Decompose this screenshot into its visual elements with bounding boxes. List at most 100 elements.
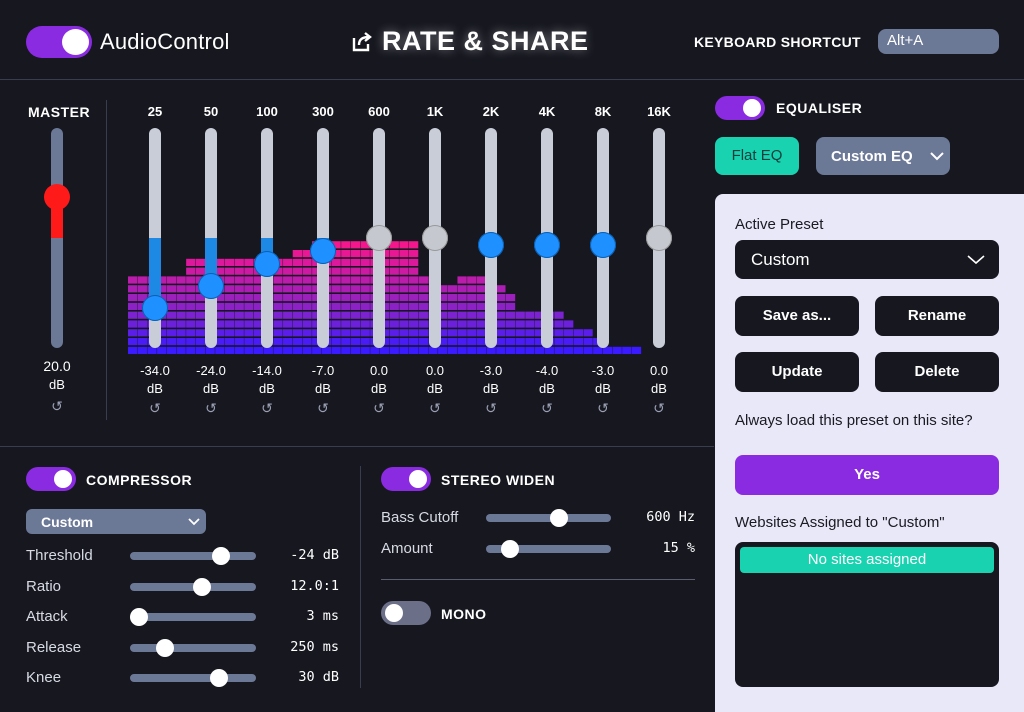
spectrum-segment bbox=[467, 276, 477, 284]
eq-band-thumb[interactable] bbox=[254, 251, 280, 278]
spectrum-segment bbox=[409, 346, 419, 354]
eq-band-reset-icon[interactable]: ↺ bbox=[485, 400, 497, 416]
spectrum-segment bbox=[215, 258, 225, 266]
eq-band-thumb[interactable] bbox=[142, 295, 168, 322]
spectrum-segment bbox=[389, 267, 399, 275]
param-value: 250 ms bbox=[290, 638, 339, 655]
eq-band-reset-icon[interactable]: ↺ bbox=[317, 400, 329, 416]
master-slider[interactable] bbox=[44, 128, 70, 348]
save-as-button[interactable]: Save as... bbox=[735, 296, 859, 336]
spectrum-segment bbox=[166, 329, 177, 337]
spectrum-segment bbox=[350, 250, 361, 258]
spectrum-segment bbox=[292, 329, 303, 337]
param-slider-thumb[interactable] bbox=[192, 577, 211, 596]
param-slider[interactable] bbox=[129, 608, 256, 626]
spectrum-segment bbox=[195, 346, 206, 354]
spectrum-segment bbox=[554, 338, 564, 346]
stereo-widen-toggle[interactable] bbox=[381, 467, 431, 491]
eq-band-reset-icon[interactable]: ↺ bbox=[149, 400, 161, 416]
eq-band-slider[interactable] bbox=[254, 128, 280, 348]
eq-band-reset-icon[interactable]: ↺ bbox=[261, 400, 273, 416]
param-slider-thumb[interactable] bbox=[210, 669, 229, 687]
spectrum-segment bbox=[244, 285, 254, 293]
flat-eq-button[interactable]: Flat EQ bbox=[715, 137, 799, 175]
spectrum-segment bbox=[496, 329, 506, 337]
eq-band-reset-icon[interactable]: ↺ bbox=[653, 400, 665, 416]
param-slider-thumb[interactable] bbox=[549, 509, 568, 527]
yes-button[interactable]: Yes bbox=[735, 455, 999, 495]
spectrum-segment bbox=[525, 320, 535, 328]
eq-band-thumb[interactable] bbox=[422, 225, 448, 251]
toggle-knob bbox=[409, 470, 427, 488]
eq-band-slider[interactable] bbox=[198, 128, 224, 348]
active-preset-select[interactable]: Custom bbox=[735, 240, 999, 279]
param-slider[interactable] bbox=[486, 509, 611, 527]
spectrum-segment bbox=[157, 329, 167, 337]
param-slider-thumb[interactable] bbox=[211, 547, 230, 565]
param-slider[interactable] bbox=[130, 638, 256, 657]
param-slider[interactable] bbox=[130, 669, 256, 687]
eq-band-thumb[interactable] bbox=[590, 231, 616, 258]
eq-band-reset-icon[interactable]: ↺ bbox=[541, 400, 553, 416]
power-toggle[interactable] bbox=[26, 26, 92, 58]
spectrum-segment bbox=[457, 302, 467, 310]
eq-band-value: -24.0 bbox=[196, 363, 226, 378]
eq-band-reset-icon[interactable]: ↺ bbox=[429, 400, 441, 416]
spectrum-segment bbox=[350, 258, 361, 266]
eq-band-thumb[interactable] bbox=[310, 238, 336, 265]
spectrum-segment bbox=[215, 320, 225, 328]
eq-band-reset-icon[interactable]: ↺ bbox=[373, 400, 385, 416]
eq-band-slider[interactable] bbox=[366, 128, 392, 348]
param-slider[interactable] bbox=[130, 577, 256, 596]
eq-band-reset-icon[interactable]: ↺ bbox=[205, 400, 217, 416]
compressor-toggle[interactable] bbox=[26, 467, 76, 491]
custom-eq-select[interactable]: Custom EQ bbox=[816, 137, 950, 175]
mono-toggle[interactable] bbox=[381, 601, 431, 625]
spectrum-segment bbox=[399, 329, 409, 337]
eq-band-slider[interactable] bbox=[646, 128, 672, 348]
rate-share-link[interactable]: RATE & SHARE bbox=[350, 26, 589, 57]
compressor-preset-select[interactable]: Custom bbox=[26, 509, 206, 534]
spectrum-segment bbox=[409, 241, 419, 249]
eq-band-slider[interactable] bbox=[590, 128, 616, 348]
spectrum-segment bbox=[253, 285, 264, 293]
eq-band-thumb[interactable] bbox=[478, 231, 504, 258]
master-reset-icon[interactable]: ↺ bbox=[51, 398, 63, 414]
spectrum-segment bbox=[234, 346, 244, 354]
spectrum-segment bbox=[166, 311, 177, 319]
param-slider-thumb[interactable] bbox=[129, 608, 148, 626]
param-slider[interactable] bbox=[486, 540, 611, 558]
master-thumb[interactable] bbox=[44, 184, 70, 210]
shortcut-input[interactable]: Alt+A bbox=[878, 29, 999, 54]
spectrum-segment bbox=[224, 338, 235, 346]
eq-band-slider[interactable] bbox=[422, 128, 448, 348]
eq-band-reset-icon[interactable]: ↺ bbox=[597, 400, 609, 416]
eq-band-thumb[interactable] bbox=[534, 231, 560, 258]
spectrum-segment bbox=[302, 285, 312, 293]
eq-band-thumb[interactable] bbox=[198, 273, 224, 300]
spectrum-segment bbox=[157, 320, 167, 328]
spectrum-segment bbox=[341, 258, 351, 266]
spectrum-segment bbox=[360, 276, 370, 284]
eq-band-unit: dB bbox=[315, 381, 331, 396]
eq-band-slider[interactable] bbox=[534, 128, 560, 348]
spectrum-segment bbox=[476, 338, 487, 346]
delete-button[interactable]: Delete bbox=[875, 352, 999, 392]
toggle-knob bbox=[54, 470, 72, 488]
rename-button[interactable]: Rename bbox=[875, 296, 999, 336]
eq-band-thumb[interactable] bbox=[646, 225, 672, 251]
equaliser-toggle[interactable] bbox=[715, 96, 765, 120]
spectrum-segment bbox=[302, 294, 312, 302]
eq-band-thumb[interactable] bbox=[366, 225, 392, 251]
param-slider-thumb[interactable] bbox=[500, 540, 519, 558]
param-slider-thumb[interactable] bbox=[156, 638, 175, 657]
spectrum-segment bbox=[389, 320, 399, 328]
spectrum-segment bbox=[273, 302, 283, 310]
spectrum-segment bbox=[273, 294, 283, 302]
spectrum-segment bbox=[389, 258, 399, 266]
update-button[interactable]: Update bbox=[735, 352, 859, 392]
eq-band-slider[interactable] bbox=[478, 128, 504, 348]
eq-band-slider[interactable] bbox=[142, 128, 168, 348]
param-slider[interactable] bbox=[130, 547, 256, 565]
eq-band-slider[interactable] bbox=[310, 128, 336, 348]
